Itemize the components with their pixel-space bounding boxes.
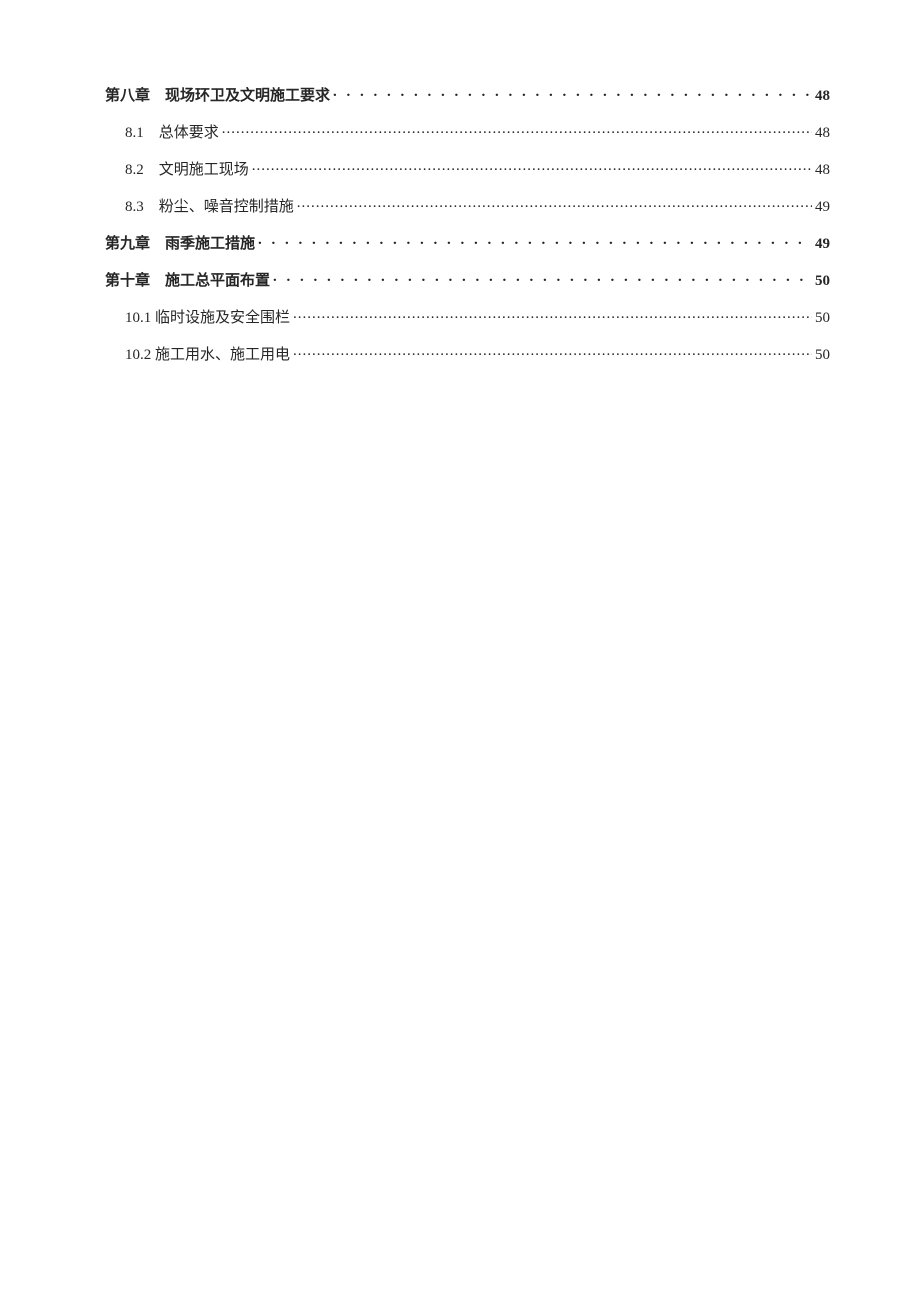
toc-label: 8.3 粉尘、噪音控制措施 bbox=[125, 200, 294, 215]
toc-label: 10.1 临时设施及安全围栏 bbox=[125, 311, 290, 326]
toc-page-number: 48 bbox=[815, 89, 830, 104]
toc-label: 10.2 施工用水、施工用电 bbox=[125, 348, 290, 363]
toc-leader bbox=[273, 270, 812, 285]
toc-label: 8.2 文明施工现场 bbox=[125, 163, 249, 178]
toc-leader bbox=[252, 159, 812, 174]
toc-leader bbox=[333, 85, 812, 100]
toc-label: 第八章 现场环卫及文明施工要求 bbox=[105, 89, 330, 104]
toc-page-number: 49 bbox=[815, 200, 830, 215]
toc-entry-chapter-9: 第九章 雨季施工措施 49 bbox=[105, 233, 830, 270]
toc-leader bbox=[293, 307, 812, 322]
toc-page-number: 48 bbox=[815, 126, 830, 141]
toc-page-number: 50 bbox=[815, 274, 830, 289]
toc-leader bbox=[258, 233, 812, 248]
toc-leader bbox=[293, 344, 812, 359]
toc-entry-8-2: 8.2 文明施工现场 48 bbox=[105, 159, 830, 196]
toc-leader bbox=[222, 122, 812, 137]
toc-label: 第十章 施工总平面布置 bbox=[105, 274, 270, 289]
toc-leader bbox=[297, 196, 812, 211]
toc-entry-8-1: 8.1 总体要求 48 bbox=[105, 122, 830, 159]
toc-label: 8.1 总体要求 bbox=[125, 126, 219, 141]
toc-page-number: 50 bbox=[815, 348, 830, 363]
toc-entry-8-3: 8.3 粉尘、噪音控制措施 49 bbox=[105, 196, 830, 233]
toc-page-number: 48 bbox=[815, 163, 830, 178]
toc-page-number: 49 bbox=[815, 237, 830, 252]
toc-entry-chapter-8: 第八章 现场环卫及文明施工要求 48 bbox=[105, 85, 830, 122]
toc-page-number: 50 bbox=[815, 311, 830, 326]
toc-entry-10-1: 10.1 临时设施及安全围栏 50 bbox=[105, 307, 830, 344]
toc-entry-10-2: 10.2 施工用水、施工用电 50 bbox=[105, 344, 830, 381]
toc-entry-chapter-10: 第十章 施工总平面布置 50 bbox=[105, 270, 830, 307]
toc-label: 第九章 雨季施工措施 bbox=[105, 237, 255, 252]
document-page: 第八章 现场环卫及文明施工要求 48 8.1 总体要求 48 8.2 文明施工现… bbox=[0, 0, 920, 1302]
